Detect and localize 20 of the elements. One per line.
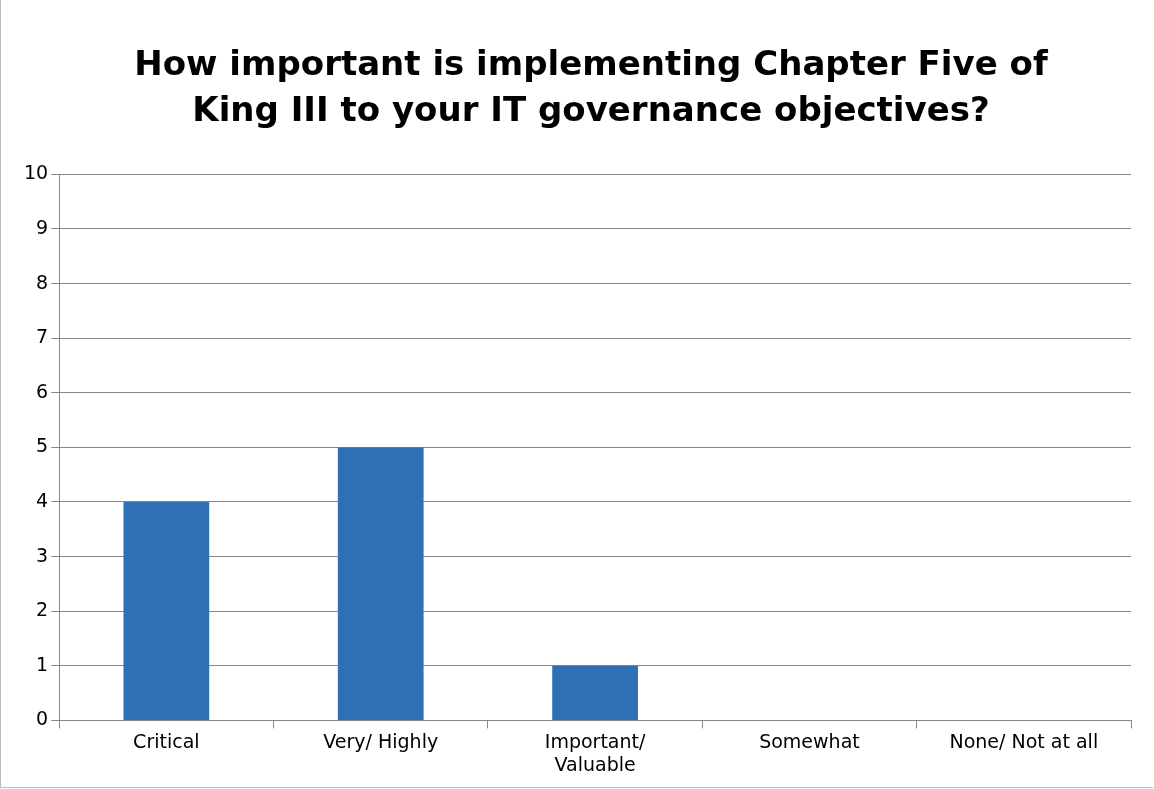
y-tick-label: 1 bbox=[36, 652, 49, 675]
x-tick-label: Somewhat bbox=[759, 729, 860, 752]
chart-title: How important is implementing Chapter Five of King III to your IT governance objectives? bbox=[133, 42, 1049, 131]
y-tick-label: 6 bbox=[36, 379, 49, 402]
y-tick-label: 2 bbox=[36, 598, 49, 621]
y-tick-label: 0 bbox=[36, 707, 49, 730]
x-tick-label: Critical bbox=[133, 729, 200, 752]
y-tick-label: 3 bbox=[36, 543, 49, 566]
x-tick-label: None/ Not at all bbox=[949, 729, 1099, 752]
y-tick-label: 9 bbox=[36, 215, 49, 238]
bar bbox=[123, 502, 210, 720]
bar bbox=[337, 447, 424, 720]
y-tick-label: 4 bbox=[36, 488, 49, 511]
bar bbox=[552, 665, 638, 720]
x-tick-label: Important/ Valuable bbox=[544, 729, 646, 775]
x-tick-label: Very/ Highly bbox=[323, 729, 439, 752]
y-tick-label: 7 bbox=[36, 325, 49, 348]
y-tick-label: 10 bbox=[23, 161, 49, 184]
y-tick-label: 8 bbox=[36, 270, 49, 293]
y-tick-label: 5 bbox=[36, 434, 49, 457]
